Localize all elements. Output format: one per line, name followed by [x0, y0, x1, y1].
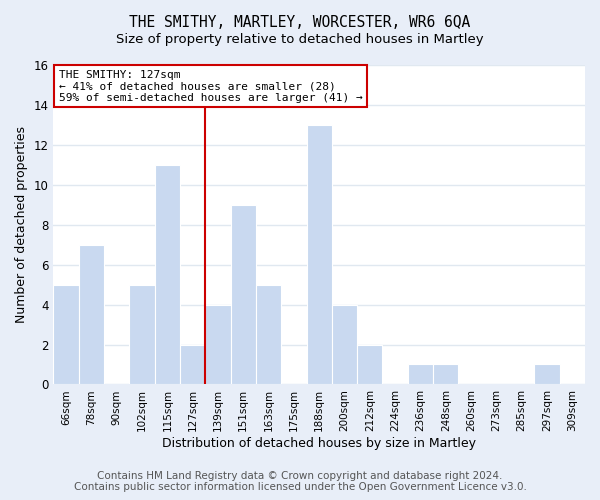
Bar: [230, 205, 256, 384]
Bar: [433, 364, 458, 384]
Text: Size of property relative to detached houses in Martley: Size of property relative to detached ho…: [116, 32, 484, 46]
Text: THE SMITHY: 127sqm
← 41% of detached houses are smaller (28)
59% of semi-detache: THE SMITHY: 127sqm ← 41% of detached hou…: [59, 70, 362, 103]
Bar: [408, 364, 433, 384]
Bar: [130, 284, 155, 384]
Bar: [307, 125, 332, 384]
Bar: [53, 284, 79, 384]
Bar: [332, 304, 357, 384]
Text: THE SMITHY, MARTLEY, WORCESTER, WR6 6QA: THE SMITHY, MARTLEY, WORCESTER, WR6 6QA: [130, 15, 470, 30]
Bar: [79, 244, 104, 384]
Bar: [155, 165, 180, 384]
Text: Contains HM Land Registry data © Crown copyright and database right 2024.
Contai: Contains HM Land Registry data © Crown c…: [74, 471, 526, 492]
Bar: [205, 304, 230, 384]
Bar: [357, 344, 382, 385]
Bar: [180, 344, 205, 385]
Y-axis label: Number of detached properties: Number of detached properties: [15, 126, 28, 323]
Bar: [256, 284, 281, 384]
Bar: [535, 364, 560, 384]
X-axis label: Distribution of detached houses by size in Martley: Distribution of detached houses by size …: [162, 437, 476, 450]
